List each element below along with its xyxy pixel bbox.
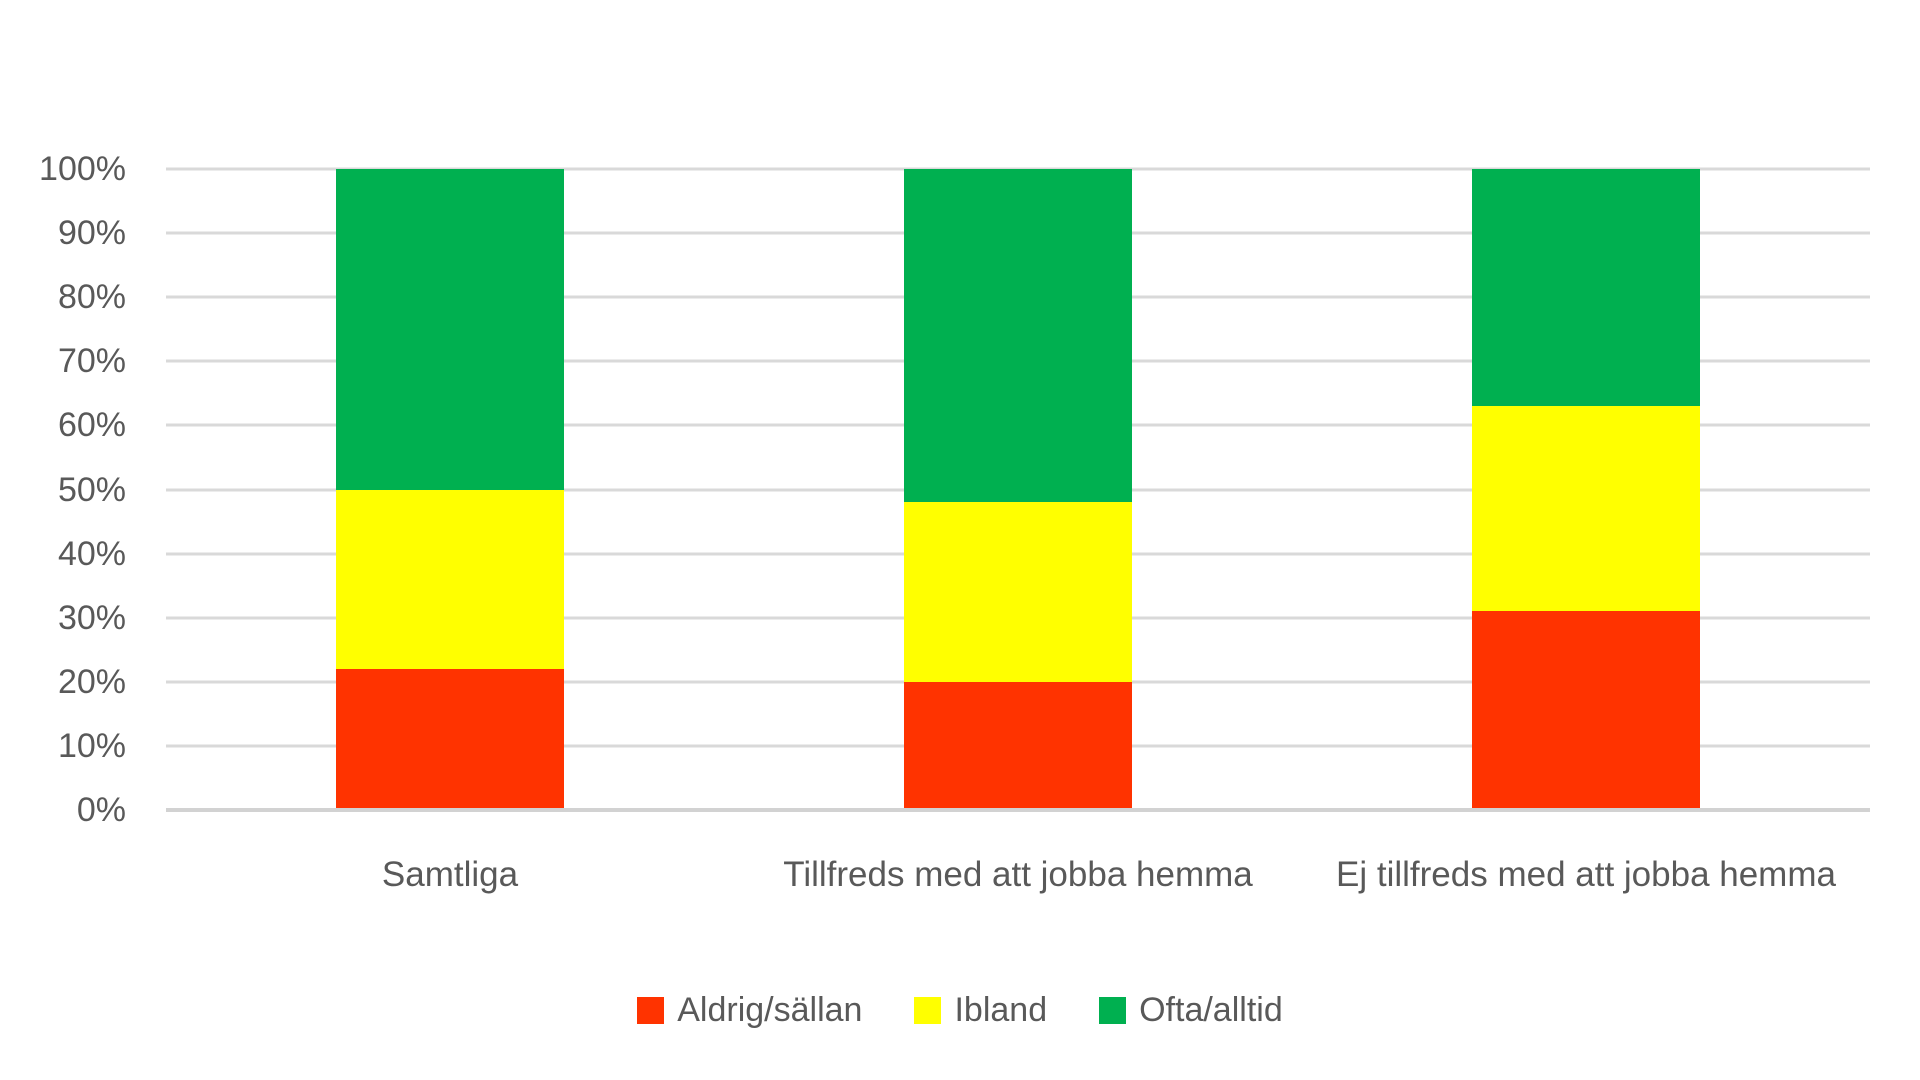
- legend-item-ofta-alltid: Ofta/alltid: [1099, 993, 1283, 1027]
- y-tick-label-0: 0%: [76, 791, 126, 829]
- bar-slot-1: [166, 169, 734, 810]
- legend-swatch-icon: [637, 996, 665, 1024]
- category-label-1: Samtliga: [166, 852, 734, 898]
- stacked-bar-3: [1472, 169, 1700, 810]
- category-label-2: Tillfreds med att jobba hemma: [734, 852, 1302, 898]
- legend-swatch-icon: [1099, 996, 1127, 1024]
- y-axis-tick-labels: 0% 10% 20% 30% 40% 50% 60% 70% 80% 90% 100%: [0, 152, 166, 827]
- category-label-text: Ej tillfreds med att jobba hemma: [1336, 855, 1836, 894]
- legend-label: Ofta/alltid: [1139, 991, 1283, 1029]
- plot-area: [166, 167, 1870, 812]
- stacked-bar-2: [904, 169, 1132, 810]
- legend-item-aldrig-s-llan: Aldrig/sällan: [637, 993, 862, 1027]
- segment-ibland-cat3: [1472, 406, 1700, 612]
- bar-slot-2: [734, 169, 1302, 810]
- legend-label: Ibland: [954, 991, 1048, 1029]
- segment-ofta-alltid-cat3: [1472, 169, 1700, 407]
- x-axis-line: [166, 808, 1870, 812]
- y-tick-label-80: 80%: [57, 278, 126, 317]
- y-tick-label-40: 40%: [57, 534, 126, 573]
- bar-slot-3: [1302, 169, 1870, 810]
- category-label-text: Samtliga: [381, 855, 519, 894]
- y-tick-label-10: 10%: [57, 726, 126, 765]
- y-tick-label-100: 100%: [39, 150, 126, 188]
- legend-item-ibland: Ibland: [914, 993, 1047, 1027]
- y-tick-label-30: 30%: [57, 598, 126, 637]
- segment-ibland-cat2: [904, 502, 1132, 682]
- y-tick-label-60: 60%: [57, 406, 126, 445]
- category-labels: Samtliga Tillfreds med att jobba hemma Ej …: [166, 852, 1870, 898]
- category-label-text: Tillfreds med att jobba hemma: [783, 855, 1253, 894]
- legend-label: Aldrig/sällan: [677, 991, 863, 1029]
- segment-ofta-alltid-cat2: [904, 169, 1132, 503]
- segment-aldrig-s-llan-cat1: [336, 668, 564, 810]
- y-tick-label-90: 90%: [57, 214, 126, 253]
- segment-aldrig-s-llan-cat2: [904, 681, 1132, 810]
- legend-swatch-icon: [914, 996, 942, 1024]
- y-tick-label-70: 70%: [57, 342, 126, 381]
- stacked-bar-1: [336, 169, 564, 810]
- category-label-3: Ej tillfreds med att jobba hemma: [1302, 852, 1870, 898]
- bar-slots: [166, 169, 1870, 810]
- segment-ibland-cat1: [336, 489, 564, 669]
- legend: Aldrig/sällan Ibland Ofta/alltid: [0, 993, 1920, 1027]
- segment-aldrig-s-llan-cat3: [1472, 611, 1700, 810]
- segment-ofta-alltid-cat1: [336, 169, 564, 490]
- y-tick-label-50: 50%: [57, 470, 126, 509]
- y-tick-label-20: 20%: [57, 662, 126, 701]
